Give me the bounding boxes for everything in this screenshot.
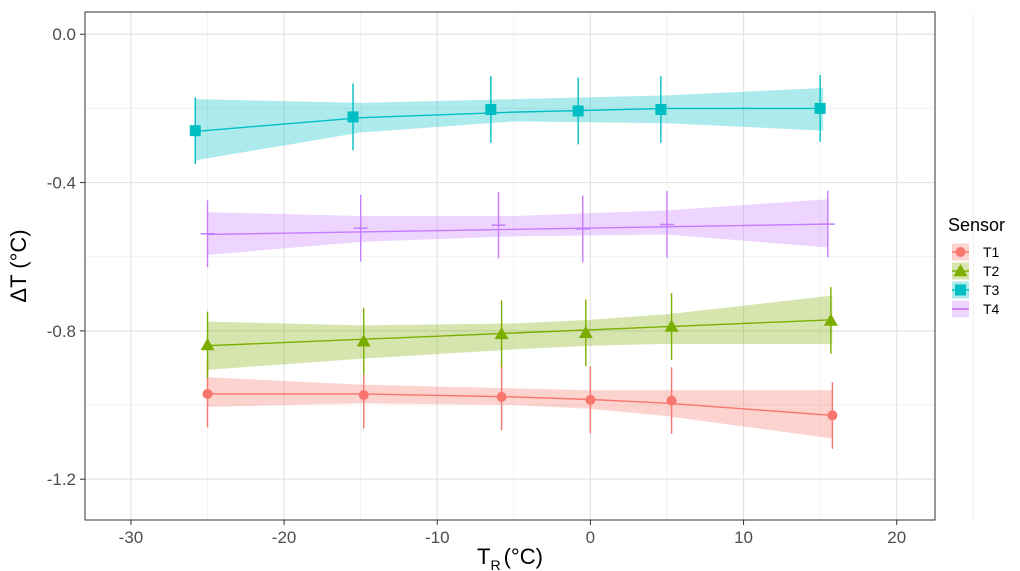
y-tick-label: -0.4 [47,174,76,193]
x-axis: -30 -20 -10 0 10 20 [119,520,906,547]
fit-lines [195,107,833,417]
y-tick-label: -1.2 [47,470,76,489]
panel-border [84,11,936,521]
legend-items: T1 T2 T3 T4 [952,243,1000,318]
x-tick-label: 0 [586,528,595,547]
band-t4 [207,199,828,255]
x-axis-title: TR (°C) [477,544,543,571]
legend: Sensor T1 T2 T3 T4 [948,215,1005,318]
point-t2 [200,337,215,351]
point-t3 [189,125,201,137]
x-axis-title-unit: (°C) [504,544,543,569]
y-tick-label: 0.0 [52,25,76,44]
grid-major [85,12,935,520]
point-t3 [347,111,359,123]
fit-line-t1 [207,393,833,417]
point-t3 [814,102,826,114]
point-t2 [356,334,371,347]
x-axis-title-subscript: R [490,557,500,571]
data-points [189,102,838,421]
x-tick-label: 20 [887,528,906,547]
y-axis: 0.0 -0.4 -0.8 -1.2 [47,25,85,489]
x-axis-title-main: T [477,544,490,569]
legend-marker-t3 [955,284,966,296]
plot-area [84,11,974,521]
x-tick-label: -20 [272,528,297,547]
point-t2 [494,326,509,340]
point-t1 [358,390,369,401]
legend-label-t3: T3 [983,282,1000,298]
legend-title: Sensor [948,215,1005,235]
point-t2 [578,325,593,338]
point-t1 [666,395,677,406]
fit-line-t3 [195,107,824,133]
point-t2 [823,313,838,326]
y-tick-label: -0.8 [47,322,76,341]
x-tick-label: -10 [425,528,450,547]
legend-marker-t1 [955,247,966,257]
legend-marker-t2 [953,264,968,277]
panel-background [85,12,935,520]
y-axis-title: ΔT (°C) [6,229,31,302]
legend-label-t4: T4 [983,301,1000,317]
point-t3 [485,104,497,116]
x-tick-label: -30 [119,528,144,547]
point-t1 [202,388,213,399]
point-t1 [827,410,838,421]
fit-line-t4 [207,223,828,236]
point-t3 [572,105,584,117]
point-t1 [585,394,596,405]
point-t3 [655,104,667,116]
point-t1 [496,391,507,402]
legend-label-t1: T1 [983,244,1000,260]
x-tick-label: 10 [734,528,753,547]
point-t2 [664,319,679,332]
legend-label-t2: T2 [983,263,1000,279]
fit-line-t2 [207,319,833,347]
grid-minor [85,12,974,520]
